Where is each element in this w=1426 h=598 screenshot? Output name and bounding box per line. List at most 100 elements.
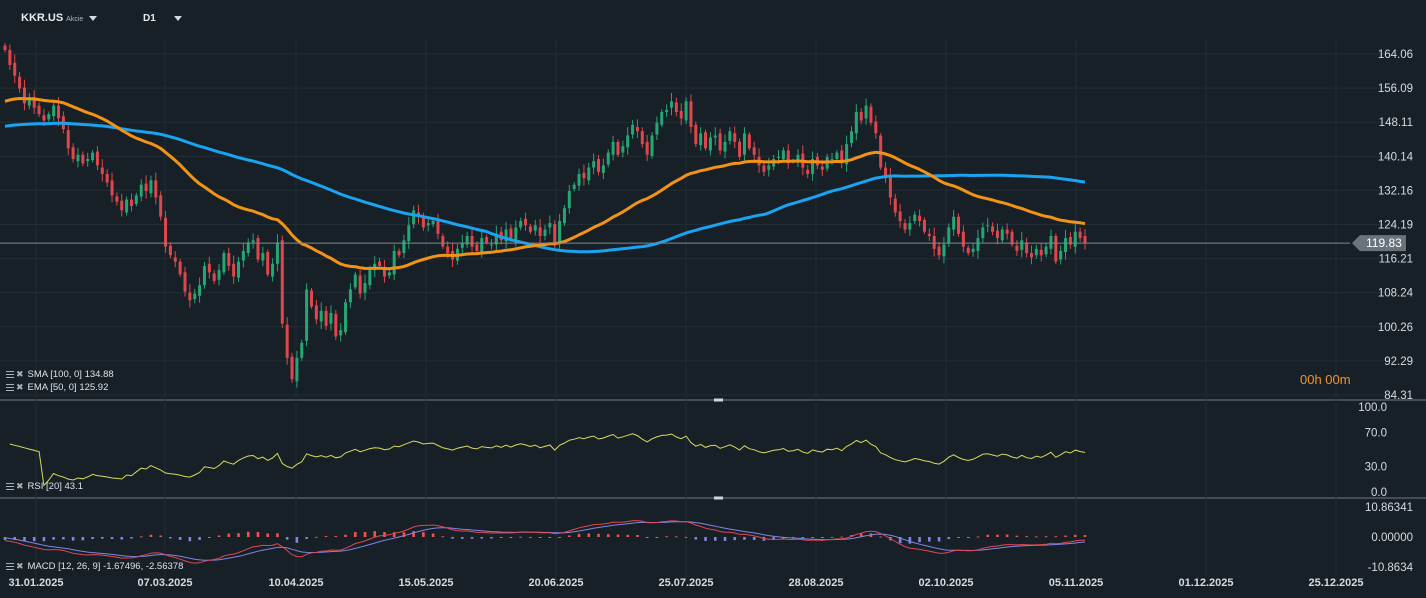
macd-histogram-bar bbox=[42, 537, 46, 542]
candle-body bbox=[465, 235, 469, 245]
candle-body bbox=[835, 152, 839, 160]
macd-histogram-bar bbox=[285, 537, 289, 540]
macd-histogram-bar bbox=[402, 532, 406, 537]
candle-body bbox=[674, 102, 678, 112]
pane-resize-handle bbox=[714, 496, 723, 500]
close-icon[interactable]: ✖ bbox=[16, 561, 24, 571]
macd-histogram-bar bbox=[723, 537, 727, 541]
settings-lines-icon[interactable] bbox=[6, 562, 14, 570]
candle-body bbox=[1034, 248, 1038, 256]
macd-histogram-bar bbox=[305, 537, 308, 539]
candle-body bbox=[348, 289, 352, 303]
candle-body bbox=[266, 252, 270, 275]
candle-body bbox=[1073, 231, 1077, 247]
macd-histogram-bar bbox=[684, 536, 688, 538]
candle-body bbox=[947, 227, 951, 244]
candle-body bbox=[164, 217, 168, 247]
close-icon[interactable]: ✖ bbox=[16, 382, 24, 392]
candle-body bbox=[76, 154, 80, 162]
candle-body bbox=[1059, 250, 1063, 260]
timeframe-label: D1 bbox=[143, 13, 156, 24]
candle-body bbox=[227, 253, 231, 266]
y-tick-label: 156.09 bbox=[1378, 83, 1413, 95]
x-tick-label: 20.06.2025 bbox=[528, 577, 583, 589]
close-icon[interactable]: ✖ bbox=[16, 481, 24, 491]
candle-countdown: 00h 00m bbox=[1300, 372, 1351, 387]
macd-histogram-bar bbox=[772, 537, 775, 541]
candle-body bbox=[1083, 235, 1087, 244]
settings-lines-icon[interactable] bbox=[6, 482, 14, 490]
x-tick-label: 02.10.2025 bbox=[918, 577, 973, 589]
candle-body bbox=[786, 150, 790, 164]
candle-body bbox=[52, 105, 56, 117]
macd-histogram-bar bbox=[811, 537, 814, 538]
candle-body bbox=[845, 144, 849, 165]
candle-body bbox=[460, 242, 464, 248]
timeframe-selector[interactable]: D1 bbox=[143, 13, 182, 24]
macd-histogram-bar bbox=[519, 536, 522, 538]
candle-body bbox=[854, 111, 858, 134]
settings-lines-icon[interactable] bbox=[6, 370, 14, 378]
candle-body bbox=[601, 165, 605, 173]
candle-body bbox=[32, 97, 36, 108]
candle-body bbox=[412, 210, 416, 225]
last-price-value: 119.83 bbox=[1366, 236, 1402, 250]
macd-histogram-bar bbox=[208, 537, 211, 538]
macd-histogram-bar bbox=[966, 537, 970, 538]
settings-lines-icon[interactable] bbox=[6, 383, 14, 391]
ema-legend: ✖ EMA [50, 0] 125.92 bbox=[6, 382, 108, 393]
y-tick-label: 148.11 bbox=[1379, 117, 1413, 129]
rsi-value: 43.1 bbox=[64, 481, 84, 492]
candle-body bbox=[626, 135, 630, 148]
candle-body bbox=[1000, 229, 1004, 241]
macd-histogram-bar bbox=[149, 534, 153, 537]
chart-toolbar: KKR.US Akcie D1 bbox=[0, 0, 1426, 38]
macd-histogram-bar bbox=[431, 533, 435, 537]
candle-body bbox=[95, 151, 99, 166]
macd-histogram-bar bbox=[733, 537, 737, 541]
candle-body bbox=[635, 126, 639, 132]
candle-body bbox=[81, 154, 85, 164]
candle-body bbox=[553, 224, 557, 245]
macd-histogram-bar bbox=[373, 531, 377, 537]
candle-body bbox=[704, 132, 708, 149]
candle-body bbox=[480, 238, 484, 253]
symbol-selector[interactable]: KKR.US Akcie bbox=[21, 12, 98, 24]
macd-histogram-bar bbox=[353, 532, 357, 537]
candle-body bbox=[937, 246, 941, 256]
candle-body bbox=[378, 261, 382, 266]
candle-body bbox=[120, 200, 124, 211]
macd-histogram-bar bbox=[490, 537, 493, 539]
macd-histogram-bar bbox=[752, 537, 756, 540]
macd-histogram-bar bbox=[937, 537, 941, 542]
macd-histogram-bar bbox=[616, 534, 620, 537]
candle-body bbox=[777, 156, 781, 158]
candle-body bbox=[514, 227, 518, 241]
candle-body bbox=[222, 253, 226, 273]
macd-histogram-bar bbox=[538, 537, 542, 538]
macd-histogram-bar bbox=[1005, 534, 1009, 537]
macd-label: MACD [12, 26, 9] bbox=[27, 561, 101, 572]
candle-body bbox=[115, 196, 119, 202]
candle-body bbox=[1039, 249, 1043, 256]
macd-histogram-bar bbox=[451, 537, 454, 539]
macd-histogram-bar bbox=[1044, 536, 1048, 538]
close-icon[interactable]: ✖ bbox=[16, 369, 24, 379]
candle-body bbox=[217, 270, 221, 280]
macd-histogram-bar bbox=[908, 537, 912, 544]
y-tick-label: 92.29 bbox=[1384, 356, 1413, 368]
candle-body bbox=[198, 285, 202, 296]
rsi-tick-label: 0.0 bbox=[1371, 487, 1387, 499]
rsi-line bbox=[9, 433, 1086, 487]
candle-body bbox=[280, 240, 284, 324]
candle-body bbox=[324, 310, 328, 326]
candle-body bbox=[246, 242, 250, 254]
candle-body bbox=[976, 238, 980, 251]
macd-signal-line bbox=[4, 521, 1086, 561]
macd-histogram-bar bbox=[334, 535, 338, 537]
candle-body bbox=[149, 180, 153, 194]
candle-body bbox=[173, 257, 177, 262]
candle-body bbox=[592, 161, 596, 168]
macd-histogram-bar bbox=[840, 536, 844, 538]
